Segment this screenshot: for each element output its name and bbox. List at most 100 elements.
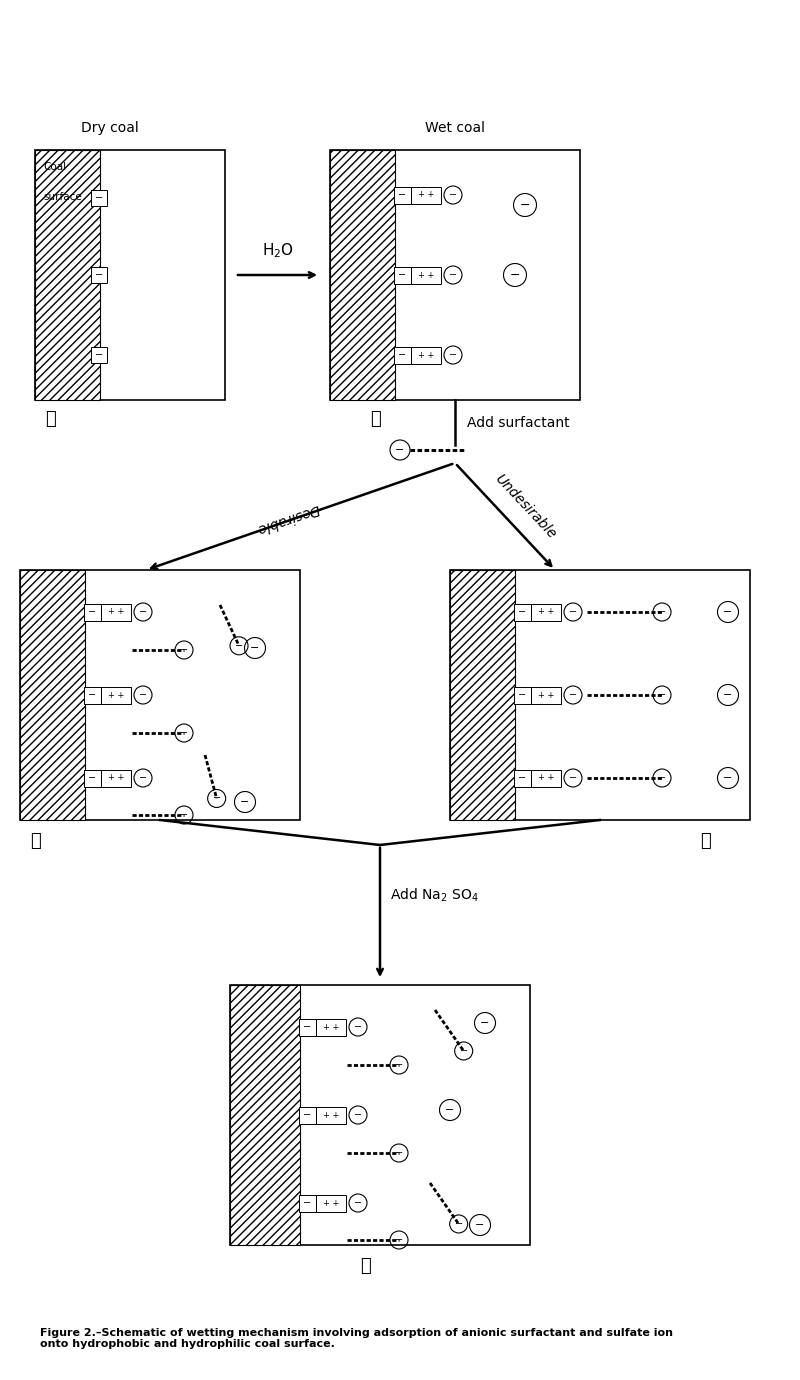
Bar	[91, 190, 107, 206]
Text: −: −	[518, 690, 526, 700]
Bar	[230, 985, 300, 1245]
Text: −: −	[398, 270, 406, 280]
Text: −: −	[460, 1046, 468, 1056]
Text: surface: surface	[43, 192, 82, 201]
Text: −: −	[250, 643, 260, 653]
Text: −: −	[354, 1110, 362, 1121]
Text: −: −	[395, 1060, 403, 1070]
Text: Coal: Coal	[43, 161, 66, 172]
Text: Ⓔ: Ⓔ	[360, 1257, 370, 1275]
Text: −: −	[398, 190, 406, 200]
Text: −: −	[303, 1198, 311, 1208]
Bar	[91, 266, 107, 283]
Text: −: −	[89, 773, 97, 782]
Text: −: −	[723, 773, 733, 782]
Bar	[101, 686, 131, 704]
Text: Dry coal: Dry coal	[81, 121, 139, 135]
Bar	[20, 570, 85, 820]
Bar	[514, 770, 531, 787]
Bar	[35, 150, 100, 400]
Bar	[330, 150, 395, 400]
Text: + +: + +	[108, 690, 124, 700]
Text: −: −	[569, 690, 577, 700]
Text: −: −	[395, 1235, 403, 1245]
Bar	[20, 570, 300, 820]
Bar	[84, 686, 101, 704]
Text: −: −	[446, 1105, 454, 1115]
Text: −: −	[303, 1023, 311, 1032]
Text: Wet coal: Wet coal	[425, 121, 485, 135]
Text: −: −	[449, 351, 457, 360]
Text: H$_2$O: H$_2$O	[262, 241, 294, 259]
Text: −: −	[89, 607, 97, 617]
Text: −: −	[658, 690, 666, 700]
Text: −: −	[510, 269, 520, 282]
Text: −: −	[303, 1110, 311, 1121]
Bar	[316, 1195, 346, 1212]
Text: −: −	[95, 193, 103, 203]
Text: −: −	[180, 644, 188, 656]
Text: + +: + +	[108, 774, 124, 782]
Text: + +: + +	[538, 774, 554, 782]
Text: + +: + +	[418, 190, 434, 200]
Bar	[316, 1018, 346, 1035]
Text: −: −	[658, 773, 666, 782]
Bar	[450, 570, 515, 820]
Text: −: −	[518, 607, 526, 617]
Text: −: −	[520, 199, 530, 211]
Text: −: −	[398, 351, 406, 360]
Text: Figure 2.–Schematic of wetting mechanism involving adsorption of anionic surfact: Figure 2.–Schematic of wetting mechanism…	[40, 1328, 673, 1350]
Bar	[101, 603, 131, 621]
Bar	[101, 770, 131, 787]
Text: Ⓒ: Ⓒ	[30, 832, 41, 850]
Text: Desirable: Desirable	[254, 501, 321, 535]
Text: −: −	[569, 607, 577, 617]
Bar	[514, 603, 531, 621]
Text: −: −	[480, 1018, 490, 1028]
Bar	[531, 770, 561, 787]
Text: −: −	[139, 690, 147, 700]
Bar	[84, 770, 101, 787]
Bar	[514, 686, 531, 704]
Bar	[299, 1107, 316, 1123]
Text: −: −	[89, 690, 97, 700]
Text: −: −	[658, 607, 666, 617]
Bar	[394, 186, 411, 203]
Text: + +: + +	[418, 351, 434, 360]
Bar	[35, 150, 225, 400]
Bar	[299, 1018, 316, 1035]
Bar	[230, 985, 530, 1245]
Text: −: −	[235, 640, 243, 651]
Text: + +: + +	[108, 607, 124, 617]
Bar	[316, 1107, 346, 1123]
Text: Undesirable: Undesirable	[492, 472, 558, 542]
Text: −: −	[395, 1148, 403, 1158]
Bar	[531, 603, 561, 621]
Text: + +: + +	[323, 1023, 339, 1031]
Text: −: −	[240, 798, 250, 807]
Text: −: −	[213, 793, 221, 803]
Text: −: −	[139, 773, 147, 782]
Text: + +: + +	[538, 607, 554, 617]
Bar	[411, 186, 441, 203]
Text: Ⓓ: Ⓓ	[700, 832, 710, 850]
Text: + +: + +	[323, 1111, 339, 1119]
Text: −: −	[95, 351, 103, 360]
Text: −: −	[180, 729, 188, 738]
Bar	[531, 686, 561, 704]
Text: Add Na$_2$ SO$_4$: Add Na$_2$ SO$_4$	[390, 886, 479, 904]
Text: + +: + +	[323, 1198, 339, 1208]
Bar	[91, 346, 107, 363]
Text: −: −	[475, 1220, 485, 1230]
Text: Add surfactant: Add surfactant	[467, 415, 570, 431]
Text: Ⓑ: Ⓑ	[370, 410, 381, 428]
Text: −: −	[449, 190, 457, 200]
Bar	[299, 1195, 316, 1212]
Text: −: −	[180, 810, 188, 820]
Text: + +: + +	[538, 690, 554, 700]
Text: −: −	[723, 690, 733, 700]
Text: −: −	[95, 270, 103, 280]
Bar	[450, 570, 750, 820]
Text: −: −	[449, 270, 457, 280]
Bar	[411, 266, 441, 283]
